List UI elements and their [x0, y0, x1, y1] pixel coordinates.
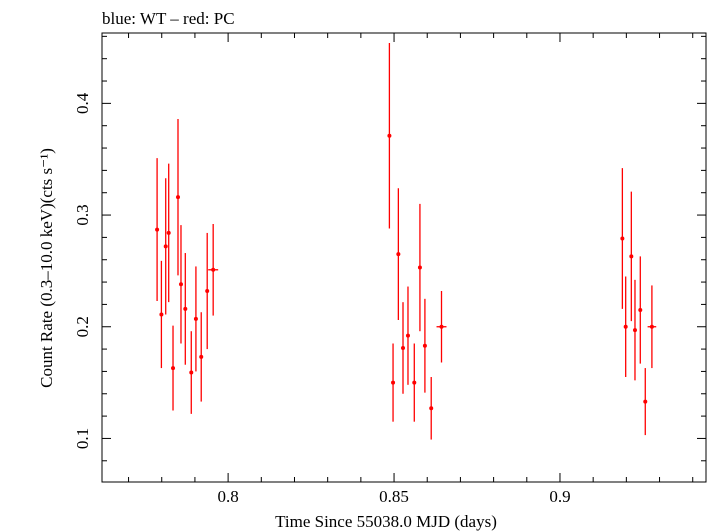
data-point [422, 343, 427, 348]
data-point [643, 399, 648, 404]
axis-ticks [102, 33, 706, 482]
data-point [189, 370, 194, 375]
data-point [417, 265, 422, 270]
data-point [175, 195, 180, 200]
x-axis-label: Time Since 55038.0 MJD (days) [275, 512, 497, 531]
x-tick-label: 0.8 [217, 487, 238, 506]
data-point [211, 267, 216, 272]
data-point [401, 345, 406, 350]
data-point [649, 324, 654, 329]
data-point [391, 380, 396, 385]
data-point [199, 354, 204, 359]
data-point [183, 306, 188, 311]
data-point [620, 236, 625, 241]
y-axis-label: Count Rate (0.3–10.0 keV)(cts s⁻¹) [37, 148, 56, 388]
y-tick-label: 0.2 [73, 316, 92, 337]
data-point [629, 254, 634, 259]
data-point [166, 230, 171, 235]
data-point [155, 227, 160, 232]
data-point [632, 328, 637, 333]
data-point [178, 282, 183, 287]
data-point [387, 133, 392, 138]
chart-title: blue: WT – red: PC [102, 9, 235, 28]
y-tick-label: 0.1 [73, 428, 92, 449]
data-point [405, 333, 410, 338]
data-point [638, 307, 643, 312]
data-point [396, 252, 401, 257]
x-tick-label: 0.85 [379, 487, 409, 506]
data-point [439, 324, 444, 329]
data-point [205, 289, 210, 294]
data-point [163, 244, 168, 249]
data-point [412, 380, 417, 385]
y-tick-label: 0.3 [73, 204, 92, 225]
data-point [171, 366, 176, 371]
data-point [623, 324, 628, 329]
y-tick-label: 0.4 [73, 92, 92, 114]
x-tick-label: 0.9 [549, 487, 570, 506]
plot-frame [101, 32, 707, 483]
data-points [155, 133, 654, 411]
data-point [429, 406, 434, 411]
data-point [159, 312, 164, 317]
data-point [193, 316, 198, 321]
tick-labels: 0.8 0.85 0.9 0.1 0.2 0.3 0.4 [73, 92, 571, 506]
